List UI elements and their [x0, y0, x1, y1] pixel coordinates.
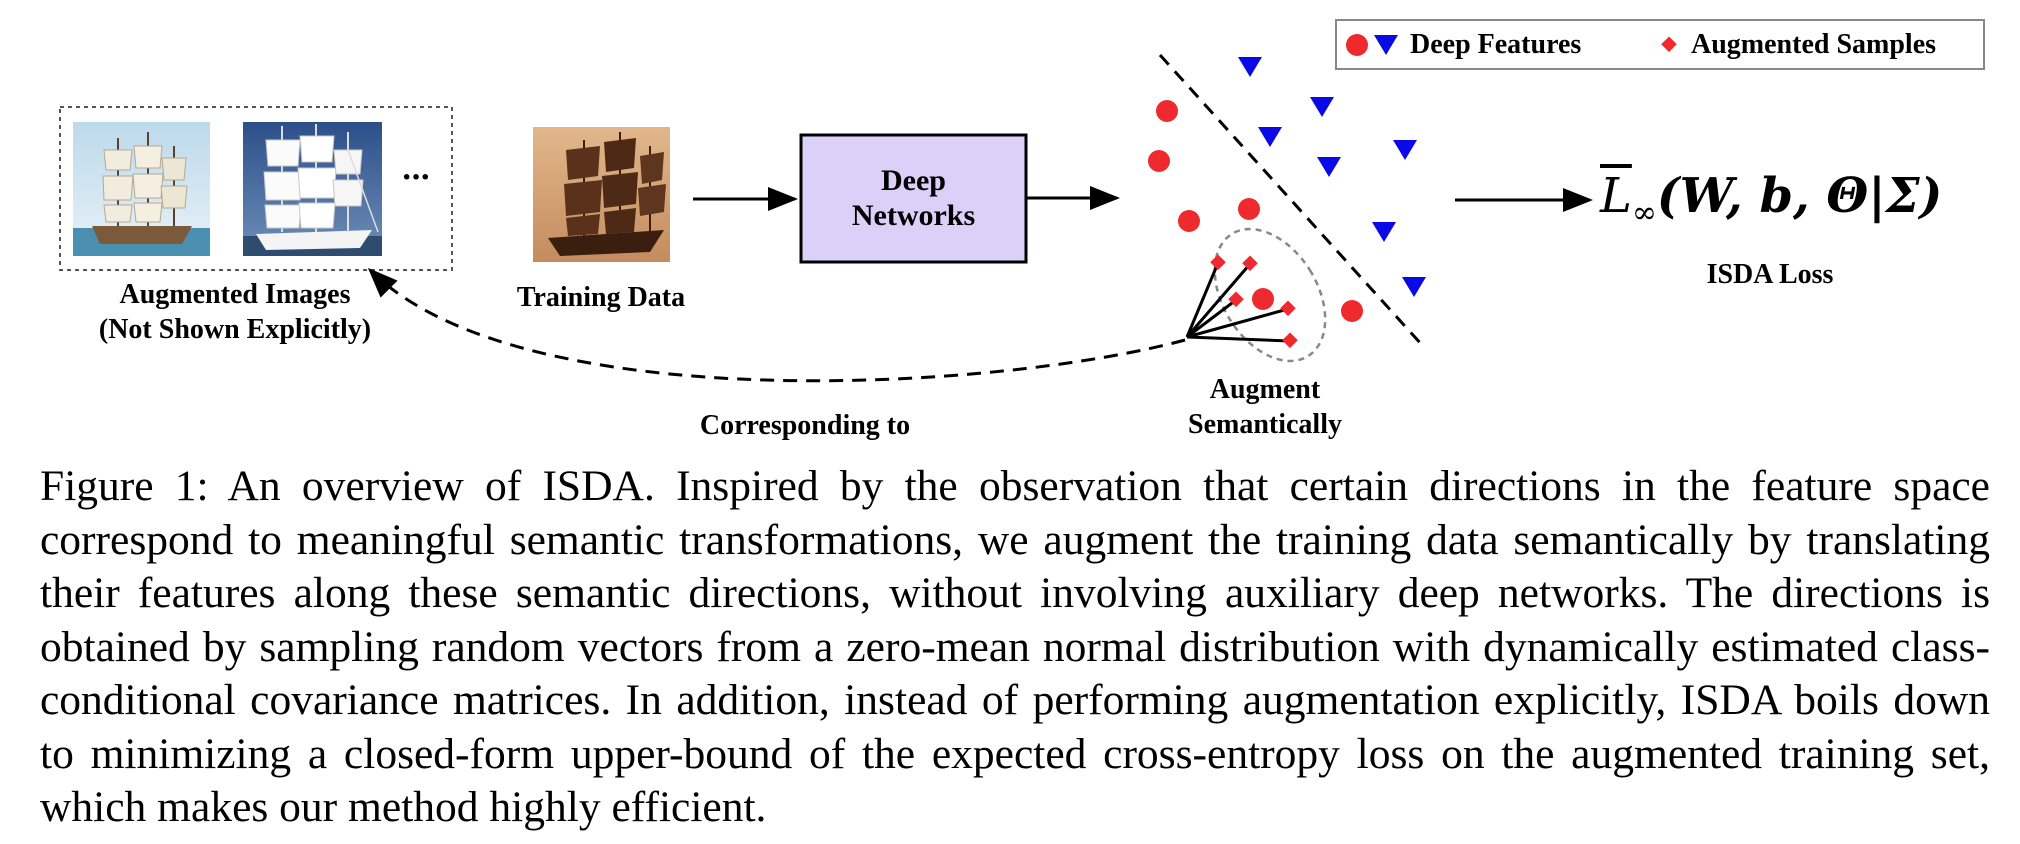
feature-point — [1156, 100, 1178, 122]
deep-features-class-b — [1238, 57, 1426, 297]
isda-loss-label: ISDA Loss — [1706, 259, 1834, 290]
training-data-label: Training Data — [516, 282, 686, 313]
ship-image-2 — [243, 122, 382, 256]
augmented-point — [1280, 300, 1296, 317]
augmented-images-label: Augmented Images (Not Shown Explicitly) — [40, 277, 430, 347]
feature-point — [1393, 140, 1417, 160]
formula-args: (W, b, Θ|Σ) — [1656, 168, 1943, 224]
legend-deep-features: Deep Features — [1410, 29, 1582, 60]
feature-point — [1148, 150, 1170, 172]
augmented-images-frame — [59, 106, 453, 271]
augmented-images-label-line2: (Not Shown Explicitly) — [98, 314, 372, 345]
augmented-point — [1210, 254, 1226, 271]
feature-point — [1238, 57, 1262, 77]
augmented-point — [1282, 332, 1298, 349]
deep-networks-label-line1: Deep — [881, 164, 946, 197]
deep-networks-label: Deep Networks — [801, 163, 1026, 233]
formula-symbol: L — [1600, 168, 1632, 224]
augment-semantically-label-line1: Augment — [1209, 374, 1321, 405]
feature-point — [1252, 288, 1274, 310]
legend-augmented-diamond-icon — [1661, 36, 1677, 53]
feature-point — [1372, 222, 1396, 242]
ellipsis: ··· — [400, 159, 431, 196]
feature-point — [1341, 300, 1363, 322]
augmented-point — [1242, 255, 1258, 272]
feature-point — [1178, 210, 1200, 232]
augmented-point — [1228, 291, 1244, 308]
feature-point — [1310, 97, 1334, 117]
augmented-images-label-line1: Augmented Images — [119, 279, 351, 310]
corresponding-to-label: Corresponding to — [699, 410, 911, 441]
feature-point — [1317, 157, 1341, 177]
feature-point — [1402, 277, 1426, 297]
augment-semantically-label-line2: Semantically — [1188, 409, 1342, 440]
augmentation-rays — [1185, 262, 1291, 343]
feature-point — [1258, 127, 1282, 147]
deep-networks-label-line2: Networks — [851, 199, 976, 232]
feature-point — [1238, 198, 1260, 220]
legend-feature-triangle-icon — [1374, 35, 1398, 55]
legend-box — [1335, 19, 1985, 70]
training-data-image — [533, 127, 670, 262]
deep-networks-box — [799, 133, 1028, 264]
augmented-samples — [1210, 254, 1298, 349]
augmentation-region — [1213, 227, 1327, 363]
corresponding-arrow — [367, 267, 1186, 383]
figure-caption: Figure 1: An overview of ISDA. Inspired … — [40, 462, 1990, 831]
overview-figure — [59, 19, 1985, 383]
legend-feature-circle-icon — [1346, 34, 1368, 56]
deep-features-class-a — [1148, 100, 1363, 322]
isda-loss-formula: L∞(W, b, Θ|Σ) — [1600, 168, 1942, 231]
augment-semantically-label: Augment Semantically — [1165, 372, 1365, 442]
formula-subscript: ∞ — [1631, 195, 1657, 231]
decision-boundary — [1158, 53, 1424, 347]
legend-augmented-samples: Augmented Samples — [1691, 29, 1937, 60]
ship-image-1 — [73, 122, 210, 256]
